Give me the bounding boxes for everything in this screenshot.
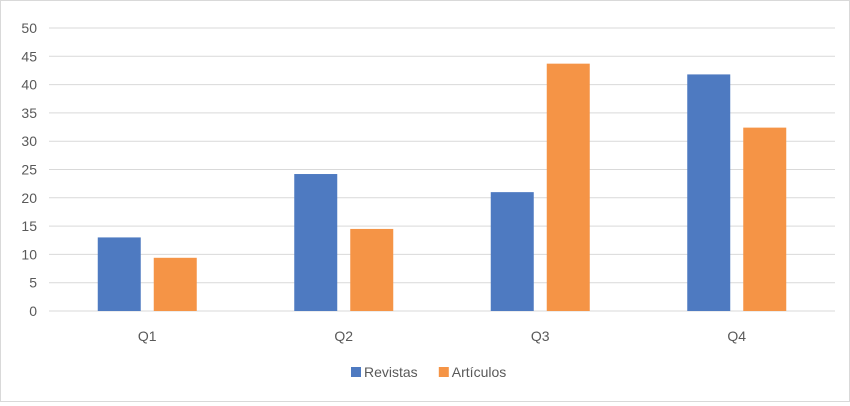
y-tick-label: 30 [21,133,37,149]
x-category-label: Q1 [138,328,157,344]
y-tick-label: 40 [21,77,37,93]
bar-art-culos-q3 [546,63,590,311]
bars [97,63,787,311]
bar-art-culos-q2 [350,228,394,311]
bar-revistas-q1 [97,237,141,311]
y-tick-label: 20 [21,190,37,206]
y-tick-label: 10 [21,246,37,262]
y-tick-label: 45 [21,48,37,64]
legend-label: Artículos [452,364,506,380]
bar-revistas-q3 [490,192,534,311]
y-tick-label: 15 [21,218,37,234]
y-tick-label: 50 [21,20,37,36]
bar-revistas-q4 [687,74,731,311]
y-axis-ticks: 0 5 10 15 20 25 30 35 40 45 50 [21,20,37,319]
x-category-label: Q4 [727,328,746,344]
y-tick-label: 0 [29,303,37,319]
y-tick-label: 5 [29,275,37,291]
legend-swatch [351,367,361,377]
bar-art-culos-q4 [743,127,787,311]
y-tick-label: 35 [21,105,37,121]
x-axis-categories: Q1 Q2 Q3 Q4 [138,328,746,344]
x-category-label: Q3 [531,328,550,344]
bar-art-culos-q1 [153,257,197,311]
y-tick-label: 25 [21,162,37,178]
bar-revistas-q2 [294,174,338,311]
x-category-label: Q2 [334,328,353,344]
legend: Revistas Artículos [351,364,506,380]
legend-swatch [438,367,449,377]
legend-label: Revistas [364,364,418,380]
